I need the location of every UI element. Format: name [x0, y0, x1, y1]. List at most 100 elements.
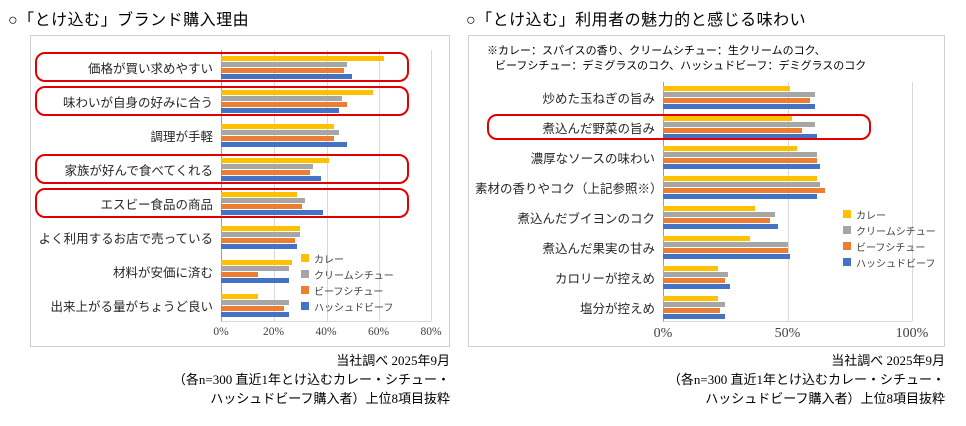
- legend-swatch: [843, 226, 851, 234]
- bar-ビーフシチュー: [221, 203, 303, 209]
- bar-group: [221, 293, 431, 317]
- caption-line: 当社調べ 2025年9月: [336, 353, 450, 368]
- chart-row: エスビー食品の商品: [35, 186, 443, 220]
- series-note-line: ※カレー：スパイスの香り、クリームシチュー：生クリームのコク、: [487, 45, 826, 57]
- category-label: 濃厚なソースの味わい: [530, 151, 655, 166]
- bar-group: [221, 259, 431, 283]
- bar-カレー: [663, 85, 790, 91]
- bar-ビーフシチュー: [221, 305, 284, 311]
- legend-label: クリームシチュー: [856, 226, 936, 238]
- bar-クリームシチュー: [663, 301, 726, 307]
- bar-カレー: [221, 157, 329, 163]
- chart-title-attractive-flavors: ○「とけ込む」利用者の魅力的と感じる味わい: [466, 12, 807, 29]
- bar-クリームシチュー: [663, 151, 818, 157]
- bar-カレー: [663, 205, 756, 211]
- x-tick-label: 40%: [315, 326, 337, 338]
- bar-カレー: [663, 115, 793, 121]
- bar-ハッシュドビーフ: [663, 133, 818, 139]
- caption-line: （各n=300 直近1年とけ込むカレー・シチュー・: [172, 372, 450, 387]
- bar-ハッシュドビーフ: [663, 163, 820, 169]
- chart-row: 家族が好んで食べてくれる: [35, 152, 443, 186]
- category-rows: 炒めた玉ねぎの旨み煮込んだ野菜の旨み濃厚なソースの味わい素材の香りやコク（上記参…: [475, 82, 938, 322]
- bar-group: [221, 225, 431, 249]
- bar-ビーフシチュー: [663, 127, 803, 133]
- chart-row: 炒めた玉ねぎの旨み: [475, 82, 938, 112]
- chart-row: 塩分が控えめ: [475, 292, 938, 322]
- x-axis: 0% 20% 40% 60% 80%: [213, 322, 441, 342]
- category-label: エスビー食品の商品: [100, 197, 213, 212]
- x-tick-label: 20%: [262, 326, 285, 338]
- bar-クリームシチュー: [663, 241, 788, 247]
- bar-クリームシチュー: [663, 271, 728, 277]
- chart-row: カロリーが控えめ: [475, 262, 938, 292]
- category-label: 家族が好んで食べてくれる: [64, 163, 213, 178]
- bar-group: [663, 175, 912, 199]
- bar-ハッシュドビーフ: [663, 313, 726, 319]
- gridlines: [663, 82, 913, 322]
- bar-ハッシュドビーフ: [221, 277, 290, 283]
- category-label: 価格が買い求めやすい: [87, 61, 213, 76]
- chart-row: 濃厚なソースの味わい: [475, 142, 938, 172]
- bar-クリームシチュー: [663, 181, 820, 187]
- bar-カレー: [663, 265, 718, 271]
- series-note-line: ビーフシチュー：デミグラスのコク、ハッシュドビーフ：デミグラスのコク: [495, 60, 867, 72]
- chart-area: 価格が買い求めやすい 味わいが自身の好みに合う 調理が手軽 家族が好んで食べてくれるエ…: [30, 35, 450, 347]
- bar-ビーフシチュー: [663, 277, 726, 283]
- bar-ビーフシチュー: [663, 97, 810, 103]
- bar-ハッシュドビーフ: [221, 107, 340, 113]
- bar-group: [663, 205, 912, 229]
- bar-カレー: [221, 225, 300, 231]
- bar-ビーフシチュー: [663, 307, 721, 313]
- source-caption: 当社調べ 2025年9月 （各n=300 直近1年とけ込むカレー・シチュー・ ハ…: [466, 351, 945, 408]
- bar-カレー: [221, 259, 292, 265]
- bar-クリームシチュー: [221, 197, 305, 203]
- x-tick-label: 80%: [420, 326, 442, 338]
- bar-ハッシュドビーフ: [221, 311, 290, 317]
- chart-row: 出来上がる量がちょうど良い: [37, 288, 443, 322]
- category-label: 煮込んだ野菜の旨み: [542, 121, 655, 136]
- chart-row: 煮込んだ野菜の旨み: [475, 112, 938, 142]
- chart-row: 味わいが自身の好みに合う: [35, 84, 443, 118]
- legend-swatch: [843, 242, 851, 250]
- gridline: [274, 50, 276, 321]
- bar-クリームシチュー: [221, 61, 347, 67]
- legend-item: クリームシチュー: [301, 266, 394, 282]
- bar-ハッシュドビーフ: [221, 209, 324, 215]
- bar-ビーフシチュー: [221, 135, 334, 141]
- bar-ハッシュドビーフ: [663, 193, 818, 199]
- bar-クリームシチュー: [221, 129, 340, 135]
- gridline: [378, 50, 380, 321]
- gridline: [788, 82, 789, 321]
- bar-group: [663, 85, 912, 109]
- plot-area: 炒めた玉ねぎの旨み煮込んだ野菜の旨み濃厚なソースの味わい素材の香りやコク（上記参…: [475, 82, 938, 342]
- bar-クリームシチュー: [663, 121, 815, 127]
- chart-row: よく利用するお店で売っている: [37, 220, 443, 254]
- bar-ビーフシチュー: [221, 169, 311, 175]
- gridline: [326, 50, 328, 321]
- bar-ハッシュドビーフ: [221, 243, 298, 249]
- bar-group: [663, 295, 912, 319]
- legend-swatch: [301, 302, 309, 310]
- category-label: カロリーが控えめ: [554, 271, 655, 286]
- source-caption: 当社調べ 2025年9月 （各n=300 直近1年とけ込むカレー・シチュー・ ハ…: [8, 351, 450, 408]
- attractive-flavors-panel: ○「とけ込む」利用者の魅力的と感じる味わい ※カレー：スパイスの香り、クリームシ…: [466, 6, 958, 426]
- category-label: 塩分が控えめ: [579, 301, 655, 316]
- legend-label: ハッシュドビーフ: [856, 258, 936, 270]
- legend-item: ビーフシチュー: [301, 282, 394, 298]
- bar-ビーフシチュー: [221, 237, 295, 243]
- legend-item: ハッシュドビーフ: [301, 298, 394, 314]
- legend-swatch: [301, 286, 309, 294]
- bar-ハッシュドビーフ: [663, 283, 731, 289]
- bar-group: [221, 191, 431, 215]
- legend-label: ハッシュドビーフ: [314, 302, 394, 314]
- bar-カレー: [663, 175, 818, 181]
- bar-ビーフシチュー: [221, 271, 258, 277]
- x-tick-label: 0%: [653, 326, 673, 341]
- x-tick-label: 50%: [774, 326, 801, 341]
- bar-ビーフシチュー: [663, 187, 825, 193]
- bar-カレー: [221, 191, 298, 197]
- category-label: 素材の香りやコク（上記参照※）: [475, 181, 663, 196]
- legend: カレー クリームシチュー ビーフシチュー ハッシュドビーフ: [843, 206, 936, 270]
- legend-label: クリームシチュー: [314, 270, 394, 282]
- bar-ハッシュドビーフ: [221, 141, 347, 147]
